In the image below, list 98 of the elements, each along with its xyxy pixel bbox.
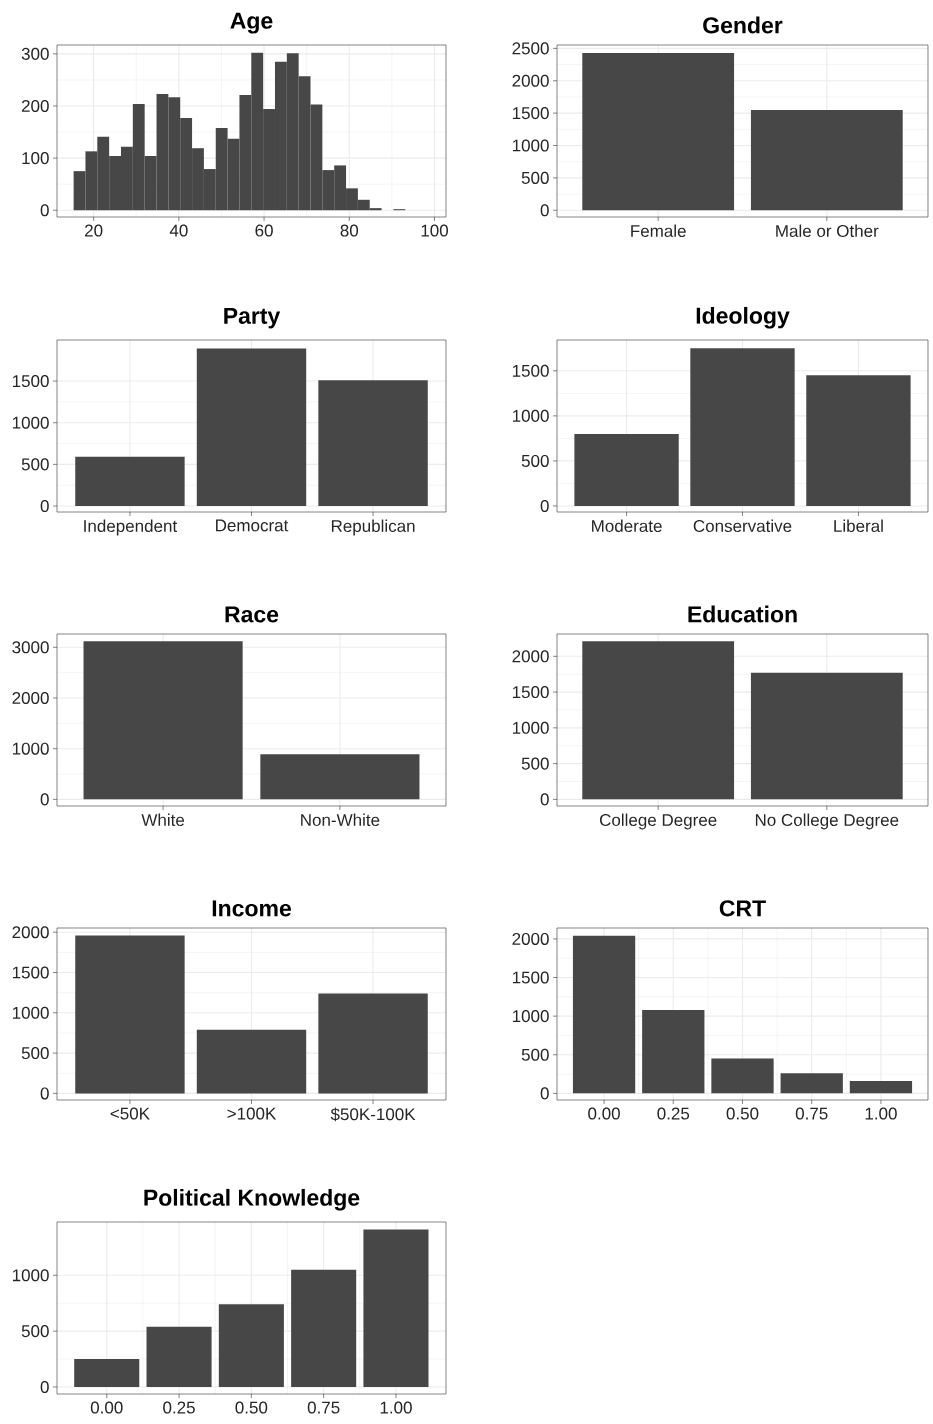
x-tick-label: Democrat bbox=[216, 519, 289, 532]
y-tick-label: 3000 bbox=[12, 641, 49, 654]
x-tick-label: No College Degree bbox=[755, 813, 899, 830]
y-tick-label: 0 bbox=[40, 499, 49, 513]
y-tick-label: 500 bbox=[521, 1048, 549, 1061]
chart-title: Race bbox=[225, 606, 279, 623]
bar bbox=[318, 993, 428, 1094]
x-tick-label: White bbox=[141, 813, 185, 827]
bar bbox=[196, 1029, 307, 1094]
y-tick-label: 1000 bbox=[12, 416, 49, 429]
bar bbox=[318, 380, 428, 507]
bar bbox=[642, 1009, 705, 1094]
x-tick-label: Non-White bbox=[301, 813, 380, 827]
x-tick-label: 0.00 bbox=[90, 1401, 123, 1414]
y-tick-label: 1500 bbox=[512, 686, 549, 699]
y-tick-label: 2500 bbox=[512, 42, 549, 55]
bar bbox=[75, 456, 185, 507]
y-tick-label: 1000 bbox=[512, 139, 549, 152]
x-tick-label: <50K bbox=[110, 1107, 150, 1120]
chart-title: Ideology bbox=[696, 306, 790, 329]
y-tick-label: 500 bbox=[521, 757, 549, 770]
x-tick-label: 0.25 bbox=[163, 1401, 195, 1414]
x-tick-label: 100 bbox=[421, 224, 449, 237]
chart-title: Gender bbox=[703, 16, 783, 34]
y-tick-label: 200 bbox=[21, 99, 49, 113]
chart-title: Age bbox=[230, 12, 273, 34]
y-tick-label: 0 bbox=[40, 204, 49, 217]
chart-title: Income bbox=[212, 900, 291, 917]
x-tick-label: Independent bbox=[84, 519, 178, 536]
y-tick-label: 1000 bbox=[12, 1006, 49, 1019]
y-tick-label: 0 bbox=[540, 1087, 549, 1100]
bar bbox=[690, 348, 795, 506]
y-tick-label: 500 bbox=[21, 458, 49, 471]
y-tick-label: 1000 bbox=[512, 721, 549, 734]
bar bbox=[75, 935, 185, 1094]
x-tick-label: 0.75 bbox=[307, 1401, 340, 1414]
y-tick-label: 100 bbox=[22, 152, 49, 165]
y-tick-label: 0 bbox=[40, 793, 49, 806]
x-tick-label: 80 bbox=[340, 224, 359, 237]
y-tick-label: 1500 bbox=[12, 375, 49, 388]
x-tick-label: 60 bbox=[255, 224, 273, 237]
x-tick-label: 0.50 bbox=[726, 1107, 759, 1120]
y-tick-label: 1500 bbox=[512, 364, 549, 377]
y-tick-label: 0 bbox=[40, 1087, 49, 1100]
y-tick-label: 2000 bbox=[512, 74, 549, 87]
x-tick-label: Moderate bbox=[592, 519, 662, 533]
y-tick-label: 500 bbox=[21, 1047, 49, 1060]
y-tick-label: 500 bbox=[521, 454, 549, 467]
y-tick-label: 1000 bbox=[12, 1269, 49, 1282]
bar bbox=[849, 1081, 913, 1094]
x-tick-label: >100K bbox=[227, 1107, 277, 1120]
x-tick-label: Liberal bbox=[834, 519, 883, 533]
x-tick-label: 0.00 bbox=[588, 1107, 620, 1120]
y-tick-label: 2000 bbox=[12, 926, 49, 939]
x-tick-label: 1.00 bbox=[380, 1401, 412, 1414]
bar bbox=[572, 935, 636, 1094]
chart-title: Education bbox=[688, 605, 797, 623]
x-tick-label: 0.75 bbox=[795, 1107, 828, 1120]
bar bbox=[711, 1058, 774, 1094]
bar bbox=[363, 1229, 429, 1387]
x-tick-label: Conservative bbox=[693, 519, 792, 533]
x-tick-label: Republican bbox=[331, 519, 415, 536]
bar bbox=[291, 1269, 357, 1387]
y-tick-label: 500 bbox=[21, 1325, 49, 1338]
bar bbox=[574, 433, 679, 506]
x-tick-label: 40 bbox=[169, 224, 188, 237]
x-tick-label: 0.25 bbox=[657, 1107, 690, 1120]
x-tick-label: College Degree bbox=[599, 813, 717, 830]
x-tick-label: 1.00 bbox=[865, 1107, 897, 1120]
bar bbox=[218, 1304, 284, 1387]
x-tick-label: 20 bbox=[85, 224, 103, 237]
y-tick-label: 0 bbox=[40, 1380, 49, 1393]
y-tick-label: 1500 bbox=[512, 971, 549, 984]
y-tick-label: 1000 bbox=[512, 1010, 549, 1023]
y-tick-label: 2000 bbox=[512, 932, 549, 945]
bar bbox=[74, 1359, 140, 1387]
bar bbox=[806, 375, 911, 506]
y-tick-label: 0 bbox=[540, 204, 549, 217]
y-tick-label: 1500 bbox=[12, 966, 49, 979]
chart-title: Party bbox=[224, 307, 281, 329]
bar bbox=[196, 348, 307, 507]
x-tick-label: $50K-100K bbox=[330, 1107, 416, 1122]
y-tick-label: 300 bbox=[21, 47, 49, 60]
y-tick-label: 500 bbox=[521, 171, 549, 184]
y-tick-label: 1500 bbox=[512, 107, 549, 120]
y-tick-label: 2000 bbox=[512, 650, 549, 663]
y-tick-label: 2000 bbox=[12, 691, 49, 705]
x-tick-label: 0.50 bbox=[235, 1401, 268, 1414]
x-tick-label: Male or Other bbox=[776, 224, 879, 238]
bar bbox=[780, 1073, 843, 1094]
y-tick-label: 0 bbox=[540, 499, 549, 512]
y-tick-label: 1000 bbox=[12, 742, 49, 755]
chart-title: Political Knowledge bbox=[144, 1188, 360, 1211]
y-tick-label: 0 bbox=[540, 793, 549, 806]
y-tick-label: 1000 bbox=[512, 409, 549, 422]
x-tick-label: Female bbox=[631, 224, 686, 238]
chart-title: CRT bbox=[719, 900, 766, 917]
bar bbox=[146, 1326, 212, 1387]
